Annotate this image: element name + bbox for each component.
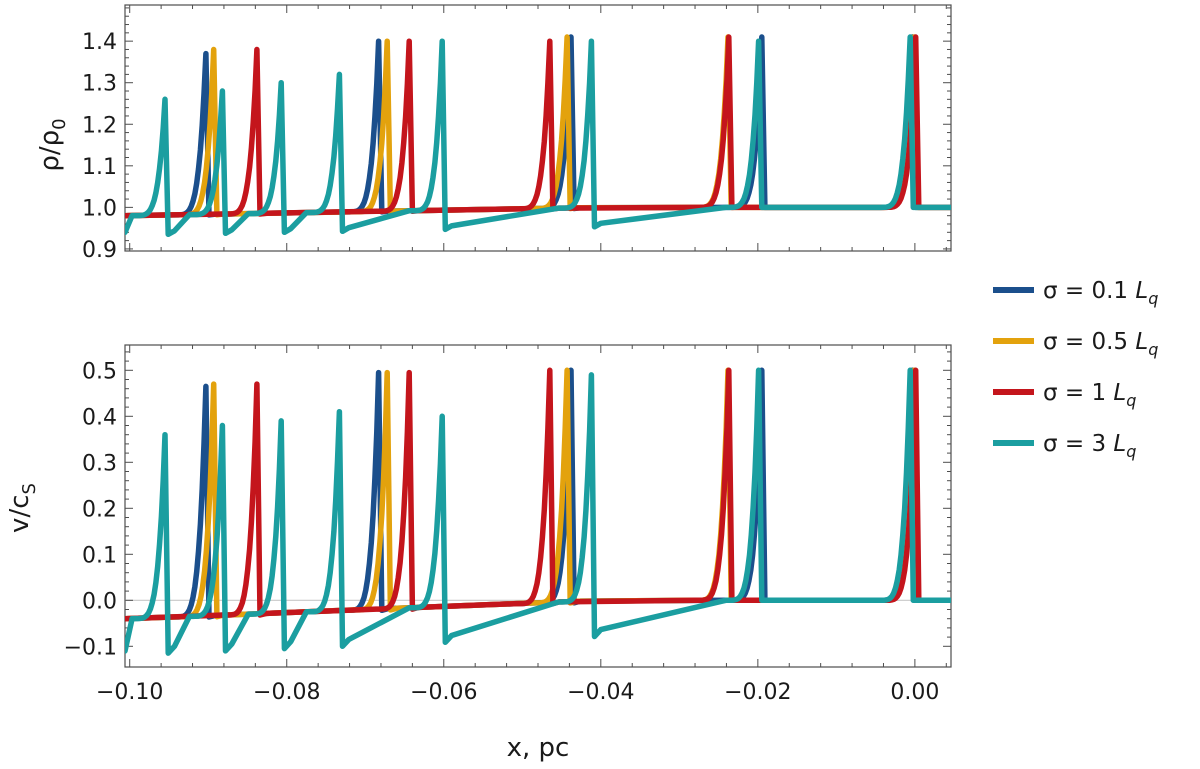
series-line-4 [125,34,951,238]
x-tick-label: −0.08 [253,680,320,705]
velocity-panel: −0.10.00.10.20.30.40.5 −0.10 −0.08 −0.06 −0… [5,344,952,705]
y-tick-label: −0.1 [64,635,117,660]
legend-label: σ = 0.5 Lq [1043,329,1158,359]
x-tick-label: 0.00 [890,680,939,705]
series-line-3 [125,367,951,622]
density-y-axis: 0.9 1.0 1.1 1.2 1.3 1.4 [82,7,951,263]
velocity-y-axis: −0.1 0.0 0.1 0.2 0.3 0.4 0.5 [64,351,951,660]
y-tick-label: 0.9 [82,238,117,263]
x-tick-label: −0.02 [724,680,791,705]
legend-label: σ = 1 Lq [1043,380,1136,410]
density-series [125,34,951,238]
y-tick-label: 1.1 [82,155,117,180]
y-tick-label: 0.5 [82,359,117,384]
y-tick-label: 1.4 [82,30,117,55]
y-tick-label: 0.4 [82,405,117,430]
density-panel: 0.9 1.0 1.1 1.2 1.3 1.4 ρ/ρ0 [35,4,952,263]
x-tick-label: −0.10 [96,680,163,705]
density-y-title: ρ/ρ0 [35,118,70,171]
velocity-x-axis: −0.10 −0.08 −0.06 −0.04 −0.02 0.00 [96,345,947,705]
y-tick-label: 0.3 [82,451,117,476]
velocity-y-title: v/cS [5,483,40,533]
legend-label: σ = 3 Lq [1043,431,1136,461]
velocity-series [125,367,951,656]
x-tick-label: −0.06 [410,680,477,705]
legend-label: σ = 0.1 Lq [1043,278,1158,308]
x-tick-label: −0.04 [567,680,634,705]
y-tick-label: 1.3 [82,72,117,97]
y-tick-label: 0.0 [82,589,117,614]
y-tick-label: 0.2 [82,497,117,522]
series-line-4 [125,367,951,656]
legend: σ = 0.1 Lq σ = 0.5 Lq σ = 1 Lq σ = 3 Lq [993,278,1158,461]
series-line-3 [125,34,951,219]
y-tick-label: 1.0 [82,196,117,221]
y-tick-label: 0.1 [82,543,117,568]
density-x-ticks [129,5,947,251]
x-axis-title: x, pc [507,733,570,763]
y-tick-label: 1.2 [82,113,117,138]
